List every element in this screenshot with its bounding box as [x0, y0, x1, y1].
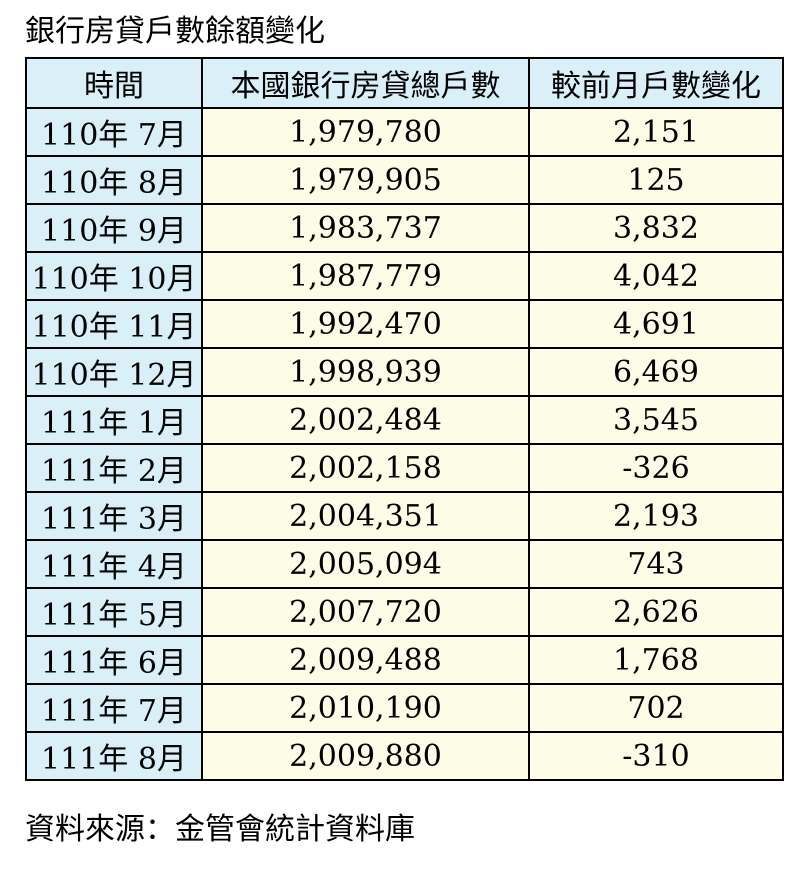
- source-note: 資料來源：金管會統計資料庫: [25, 812, 415, 847]
- period-cell: 111年 8月: [25, 731, 203, 781]
- header-period: 時間: [25, 57, 203, 109]
- period-cell: 111年 5月: [25, 587, 203, 637]
- table-row: 111年 6月 2,009,488 1,768: [25, 635, 784, 685]
- monthly-change-cell: 4,042: [528, 251, 784, 301]
- table-row: 111年 7月 2,010,190 702: [25, 683, 784, 733]
- monthly-change-cell: 743: [528, 539, 784, 589]
- table-row: 110年 7月 1,979,780 2,151: [25, 107, 784, 157]
- header-monthly-change: 較前月戶數變化: [528, 57, 784, 109]
- table-row: 111年 1月 2,002,484 3,545: [25, 395, 784, 445]
- table-row: 110年 8月 1,979,905 125: [25, 155, 784, 205]
- monthly-change-cell: 2,626: [528, 587, 784, 637]
- table-row: 111年 4月 2,005,094 743: [25, 539, 784, 589]
- monthly-change-cell: 3,832: [528, 203, 784, 253]
- total-households-cell: 1,987,779: [201, 251, 530, 301]
- table-body: 110年 7月 1,979,780 2,151 110年 8月 1,979,905 125…: [25, 107, 784, 781]
- total-households-cell: 2,007,720: [201, 587, 530, 637]
- total-households-cell: 1,979,780: [201, 107, 530, 157]
- period-cell: 110年 8月: [25, 155, 203, 205]
- monthly-change-cell: 6,469: [528, 347, 784, 397]
- table-row: 110年 12月 1,998,939 6,469: [25, 347, 784, 397]
- monthly-change-cell: 1,768: [528, 635, 784, 685]
- period-cell: 111年 1月: [25, 395, 203, 445]
- table-row: 111年 3月 2,004,351 2,193: [25, 491, 784, 541]
- total-households-cell: 1,979,905: [201, 155, 530, 205]
- total-households-cell: 2,004,351: [201, 491, 530, 541]
- table-row: 110年 10月 1,987,779 4,042: [25, 251, 784, 301]
- period-cell: 110年 9月: [25, 203, 203, 253]
- table-row: 111年 5月 2,007,720 2,626: [25, 587, 784, 637]
- period-cell: 111年 7月: [25, 683, 203, 733]
- total-households-cell: 1,998,939: [201, 347, 530, 397]
- monthly-change-cell: -310: [528, 731, 784, 781]
- period-cell: 110年 7月: [25, 107, 203, 157]
- period-cell: 111年 4月: [25, 539, 203, 589]
- total-households-cell: 2,002,484: [201, 395, 530, 445]
- period-cell: 111年 3月: [25, 491, 203, 541]
- period-cell: 111年 2月: [25, 443, 203, 493]
- table-row: 111年 2月 2,002,158 -326: [25, 443, 784, 493]
- period-cell: 110年 11月: [25, 299, 203, 349]
- monthly-change-cell: 125: [528, 155, 784, 205]
- table-row: 111年 8月 2,009,880 -310: [25, 731, 784, 781]
- header-total-households: 本國銀行房貸總戶數: [201, 57, 530, 109]
- total-households-cell: 1,992,470: [201, 299, 530, 349]
- period-cell: 111年 6月: [25, 635, 203, 685]
- total-households-cell: 2,010,190: [201, 683, 530, 733]
- monthly-change-cell: 702: [528, 683, 784, 733]
- table-row: 110年 11月 1,992,470 4,691: [25, 299, 784, 349]
- monthly-change-cell: 3,545: [528, 395, 784, 445]
- total-households-cell: 2,009,880: [201, 731, 530, 781]
- monthly-change-cell: 2,193: [528, 491, 784, 541]
- page-title: 銀行房貸戶數餘額變化: [25, 14, 325, 49]
- monthly-change-cell: 2,151: [528, 107, 784, 157]
- period-cell: 110年 12月: [25, 347, 203, 397]
- total-households-cell: 2,002,158: [201, 443, 530, 493]
- period-cell: 110年 10月: [25, 251, 203, 301]
- total-households-cell: 2,009,488: [201, 635, 530, 685]
- monthly-change-cell: 4,691: [528, 299, 784, 349]
- monthly-change-cell: -326: [528, 443, 784, 493]
- table-header-row: 時間 本國銀行房貸總戶數 較前月戶數變化: [25, 57, 784, 109]
- total-households-cell: 2,005,094: [201, 539, 530, 589]
- total-households-cell: 1,983,737: [201, 203, 530, 253]
- mortgage-table: 時間 本國銀行房貸總戶數 較前月戶數變化 110年 7月 1,979,780 2,1…: [25, 57, 784, 781]
- table-row: 110年 9月 1,983,737 3,832: [25, 203, 784, 253]
